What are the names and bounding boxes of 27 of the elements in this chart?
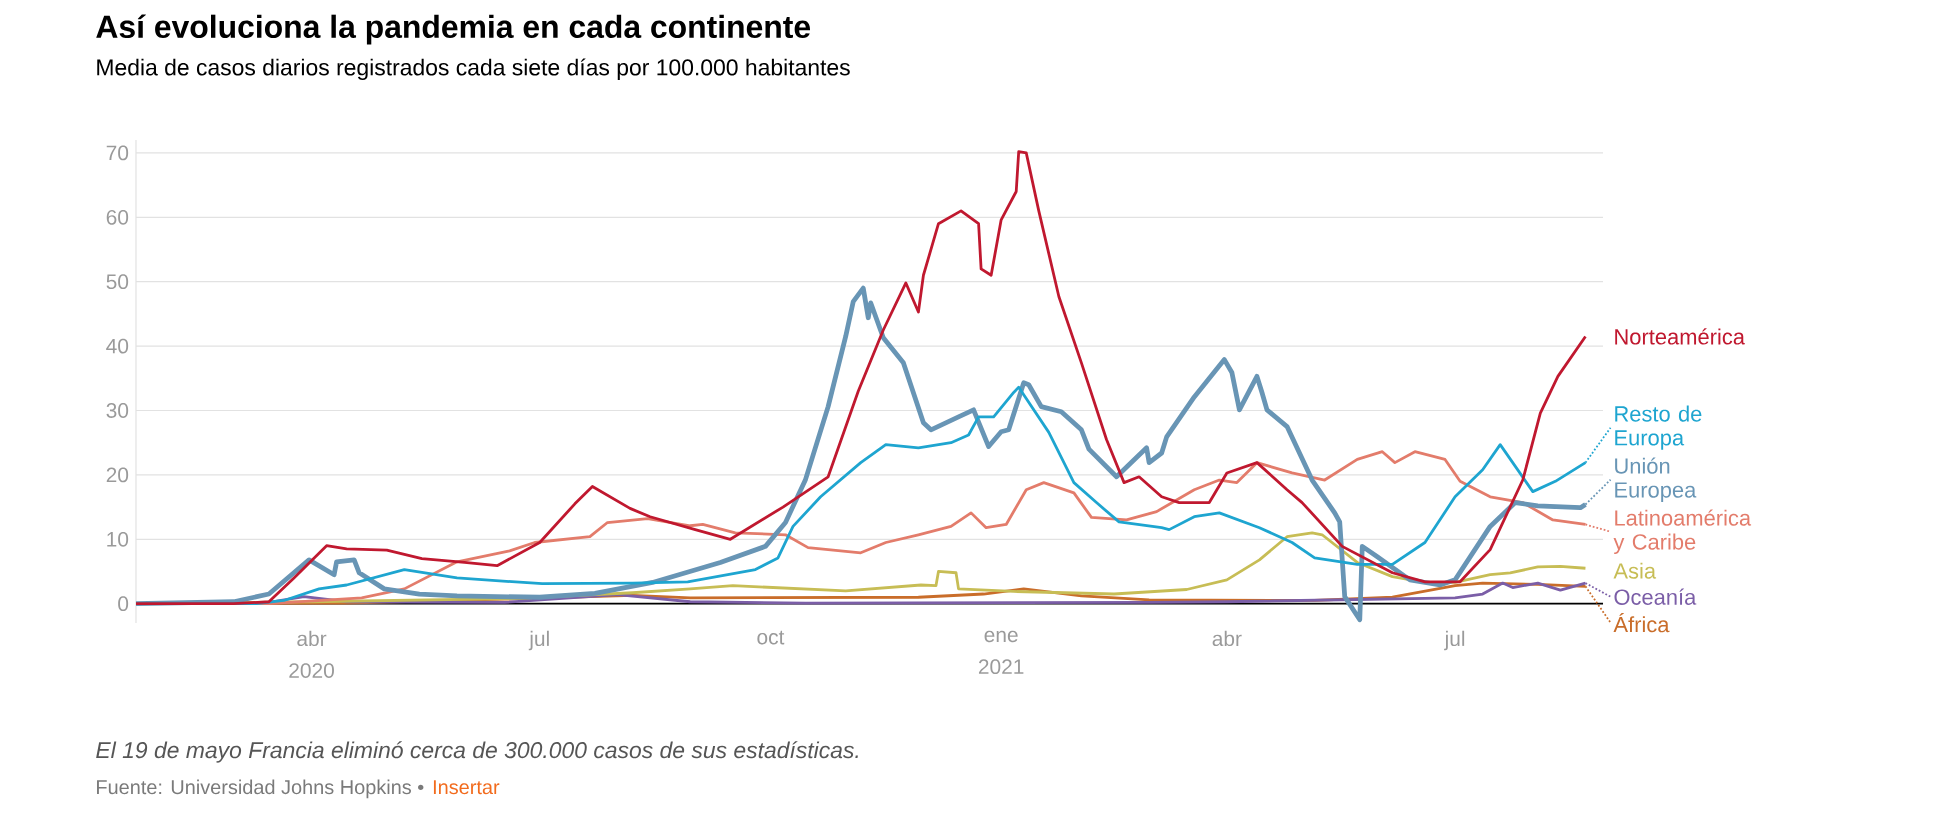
x-tick-label: abr bbox=[1212, 630, 1242, 647]
x-tick-label: ene 2021 bbox=[978, 630, 1024, 675]
series-label: Oceanía bbox=[1614, 588, 1697, 605]
series-label: Asia bbox=[1613, 562, 1657, 579]
y-tick-label: 10 bbox=[107, 531, 129, 547]
text: Insertar bbox=[433, 780, 500, 795]
line-series bbox=[134, 150, 1587, 606]
x-tick-label: oct bbox=[757, 630, 785, 645]
y-tick-label: 30 bbox=[106, 403, 129, 418]
y-tick-label: 40 bbox=[106, 338, 129, 354]
x-tick-label: abr 2020 bbox=[289, 630, 334, 678]
series-label: Latinoamérica y Caribe bbox=[1613, 509, 1752, 554]
series-label: África bbox=[1613, 613, 1670, 633]
chart-title: Así evoluciona la pandemia en cada continente bbox=[96, 14, 811, 45]
chart-subtitle: Media de casos diarios registrados cada siete días por 100.000 habitantes bbox=[97, 58, 850, 81]
x-tick-label: jul bbox=[1444, 630, 1465, 651]
y-tick-label: 70 bbox=[106, 145, 129, 161]
y-tick-label: 20 bbox=[106, 467, 129, 483]
x-tick-label: jul bbox=[528, 630, 549, 651]
series-label: Unión Europea bbox=[1615, 457, 1697, 502]
text: El 19 de mayo Francia eliminó cerca de 300.000 casos de sus estadísticas. bbox=[96, 741, 858, 763]
y-tick-label: 50 bbox=[106, 274, 129, 290]
series-label: Norteamérica bbox=[1615, 328, 1745, 345]
y-tick-label: 0 bbox=[118, 596, 129, 612]
source-note: Fuente: Universidad Johns Hopkins • bbox=[97, 779, 424, 799]
series-label: Resto de Europa bbox=[1615, 405, 1702, 450]
y-tick-label: 60 bbox=[106, 209, 129, 225]
